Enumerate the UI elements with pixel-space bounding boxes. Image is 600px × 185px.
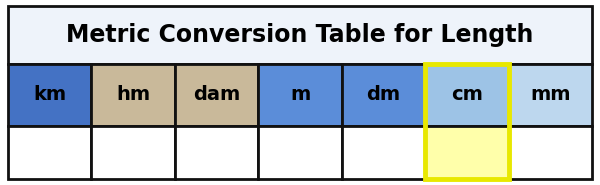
Text: mm: mm: [530, 85, 571, 105]
Bar: [425, 64, 509, 126]
Text: hm: hm: [116, 85, 150, 105]
Bar: [8, 64, 91, 126]
Text: dm: dm: [367, 85, 400, 105]
Bar: [258, 126, 342, 179]
Bar: [91, 126, 175, 179]
Bar: [425, 126, 509, 179]
Bar: [8, 126, 91, 179]
Bar: [258, 64, 342, 126]
Text: dam: dam: [193, 85, 240, 105]
Bar: [425, 64, 509, 179]
Bar: [342, 64, 425, 126]
Bar: [509, 126, 592, 179]
Text: Metric Conversion Table for Length: Metric Conversion Table for Length: [67, 23, 533, 47]
Bar: [509, 64, 592, 126]
Bar: [175, 64, 258, 126]
Bar: [91, 64, 175, 126]
Bar: [342, 126, 425, 179]
Text: cm: cm: [451, 85, 483, 105]
Text: km: km: [33, 85, 66, 105]
Bar: [8, 6, 592, 64]
Text: m: m: [290, 85, 310, 105]
Bar: [175, 126, 258, 179]
